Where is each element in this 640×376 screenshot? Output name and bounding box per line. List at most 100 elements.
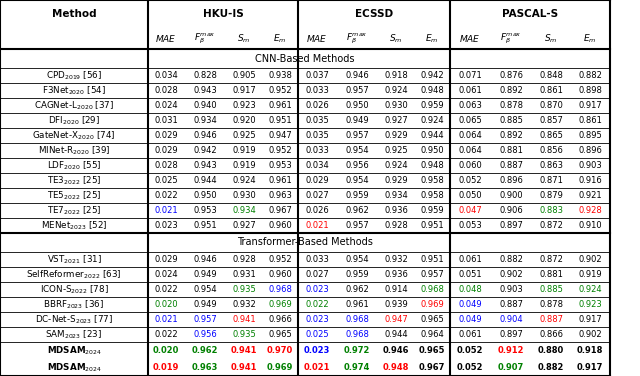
Text: 0.071: 0.071 (458, 71, 482, 80)
Text: $E_m$: $E_m$ (583, 32, 596, 45)
Text: 0.962: 0.962 (345, 285, 369, 294)
Text: 0.954: 0.954 (345, 176, 369, 185)
Text: 0.929: 0.929 (384, 176, 408, 185)
Text: 0.027: 0.027 (305, 270, 329, 279)
Text: 0.065: 0.065 (458, 116, 482, 125)
Text: Method: Method (52, 9, 96, 19)
Text: ECSSD: ECSSD (355, 9, 393, 19)
Text: 0.946: 0.946 (383, 346, 409, 355)
Text: 0.026: 0.026 (305, 101, 329, 110)
Text: 0.031: 0.031 (154, 116, 178, 125)
Text: 0.967: 0.967 (268, 206, 292, 215)
Text: $F_{\beta}^{max}$: $F_{\beta}^{max}$ (194, 31, 216, 45)
Text: 0.969: 0.969 (420, 300, 444, 309)
Text: 0.021: 0.021 (304, 363, 330, 372)
Text: 0.022: 0.022 (154, 191, 178, 200)
Text: 0.929: 0.929 (384, 131, 408, 140)
Text: 0.052: 0.052 (457, 363, 483, 372)
Text: 0.023: 0.023 (304, 346, 330, 355)
Text: 0.924: 0.924 (384, 161, 408, 170)
Text: 0.951: 0.951 (420, 255, 444, 264)
Text: 0.906: 0.906 (499, 206, 523, 215)
Text: 0.927: 0.927 (384, 116, 408, 125)
Text: 0.048: 0.048 (458, 285, 482, 294)
Text: 0.968: 0.968 (268, 285, 292, 294)
Text: 0.903: 0.903 (499, 285, 523, 294)
Text: 0.969: 0.969 (268, 300, 292, 309)
Text: 0.902: 0.902 (499, 270, 523, 279)
Text: 0.882: 0.882 (499, 255, 523, 264)
Text: 0.022: 0.022 (154, 285, 178, 294)
Text: 0.957: 0.957 (345, 221, 369, 230)
Text: 0.896: 0.896 (499, 176, 523, 185)
Text: 0.023: 0.023 (154, 221, 178, 230)
Text: 0.947: 0.947 (384, 315, 408, 324)
Text: GateNet-X$_{2020}$ [74]: GateNet-X$_{2020}$ [74] (32, 129, 116, 142)
Text: 0.943: 0.943 (193, 161, 217, 170)
Text: 0.944: 0.944 (193, 176, 217, 185)
Text: F3Net$_{2020}$ [54]: F3Net$_{2020}$ [54] (42, 85, 106, 97)
Text: 0.949: 0.949 (193, 300, 217, 309)
Text: 0.061: 0.061 (458, 330, 482, 339)
Text: SAM$_{2023}$ [23]: SAM$_{2023}$ [23] (45, 328, 102, 341)
Text: 0.026: 0.026 (305, 206, 329, 215)
Text: 0.930: 0.930 (384, 101, 408, 110)
Text: 0.917: 0.917 (577, 363, 603, 372)
Text: 0.930: 0.930 (232, 191, 256, 200)
Text: 0.872: 0.872 (539, 255, 563, 264)
Text: 0.897: 0.897 (499, 221, 523, 230)
Text: 0.910: 0.910 (578, 221, 602, 230)
Text: 0.927: 0.927 (232, 221, 256, 230)
Text: 0.876: 0.876 (499, 71, 523, 80)
Text: 0.917: 0.917 (578, 315, 602, 324)
Text: 0.949: 0.949 (193, 270, 217, 279)
Text: 0.034: 0.034 (154, 71, 178, 80)
Text: 0.969: 0.969 (267, 363, 293, 372)
Text: 0.052: 0.052 (457, 346, 483, 355)
Text: $S_m$: $S_m$ (237, 32, 251, 45)
Text: 0.950: 0.950 (193, 191, 217, 200)
Text: 0.912: 0.912 (498, 346, 524, 355)
Text: 0.887: 0.887 (499, 161, 523, 170)
Text: 0.946: 0.946 (193, 255, 217, 264)
Text: 0.848: 0.848 (539, 71, 563, 80)
Text: 0.968: 0.968 (345, 330, 369, 339)
Text: CAGNet-L$_{2020}$ [37]: CAGNet-L$_{2020}$ [37] (34, 100, 114, 112)
Text: TE5$_{2022}$ [25]: TE5$_{2022}$ [25] (47, 189, 101, 202)
Text: 0.022: 0.022 (305, 300, 329, 309)
Text: 0.972: 0.972 (344, 346, 370, 355)
Text: 0.907: 0.907 (498, 363, 524, 372)
Text: 0.966: 0.966 (268, 315, 292, 324)
Text: 0.882: 0.882 (538, 363, 564, 372)
Text: $S_m$: $S_m$ (389, 32, 403, 45)
Text: 0.025: 0.025 (305, 330, 329, 339)
Text: $MAE$: $MAE$ (460, 33, 481, 44)
Text: 0.964: 0.964 (420, 330, 444, 339)
Text: 0.892: 0.892 (499, 131, 523, 140)
Text: 0.033: 0.033 (305, 146, 329, 155)
Text: 0.948: 0.948 (383, 363, 409, 372)
Text: 0.883: 0.883 (539, 206, 563, 215)
Text: 0.885: 0.885 (539, 285, 563, 294)
Text: 0.958: 0.958 (420, 191, 444, 200)
Text: 0.871: 0.871 (539, 176, 563, 185)
Text: 0.029: 0.029 (154, 255, 178, 264)
Text: 0.064: 0.064 (458, 146, 482, 155)
Text: 0.019: 0.019 (153, 363, 179, 372)
Text: MENet$_{2023}$ [52]: MENet$_{2023}$ [52] (41, 219, 107, 232)
Text: 0.946: 0.946 (193, 131, 217, 140)
Text: 0.863: 0.863 (539, 161, 563, 170)
Text: 0.941: 0.941 (231, 363, 257, 372)
Text: 0.020: 0.020 (154, 300, 178, 309)
Text: 0.954: 0.954 (193, 285, 217, 294)
Text: 0.959: 0.959 (420, 206, 444, 215)
Text: 0.954: 0.954 (345, 255, 369, 264)
Text: 0.034: 0.034 (305, 161, 329, 170)
Text: 0.920: 0.920 (232, 116, 256, 125)
Text: ICON-S$_{2022}$ [78]: ICON-S$_{2022}$ [78] (40, 283, 108, 296)
Text: $S_m$: $S_m$ (544, 32, 557, 45)
Text: 0.897: 0.897 (499, 330, 523, 339)
Text: CPD$_{2019}$ [56]: CPD$_{2019}$ [56] (46, 70, 102, 82)
Text: 0.961: 0.961 (345, 300, 369, 309)
Text: SelfReformer$_{2022}$ [63]: SelfReformer$_{2022}$ [63] (26, 268, 122, 281)
